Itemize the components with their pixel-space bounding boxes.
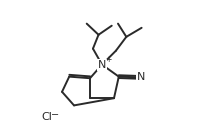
Text: Cl: Cl xyxy=(42,112,53,122)
Text: N: N xyxy=(136,72,145,82)
Text: −: − xyxy=(51,110,59,120)
Text: N: N xyxy=(98,60,106,70)
Text: +: + xyxy=(105,55,112,64)
